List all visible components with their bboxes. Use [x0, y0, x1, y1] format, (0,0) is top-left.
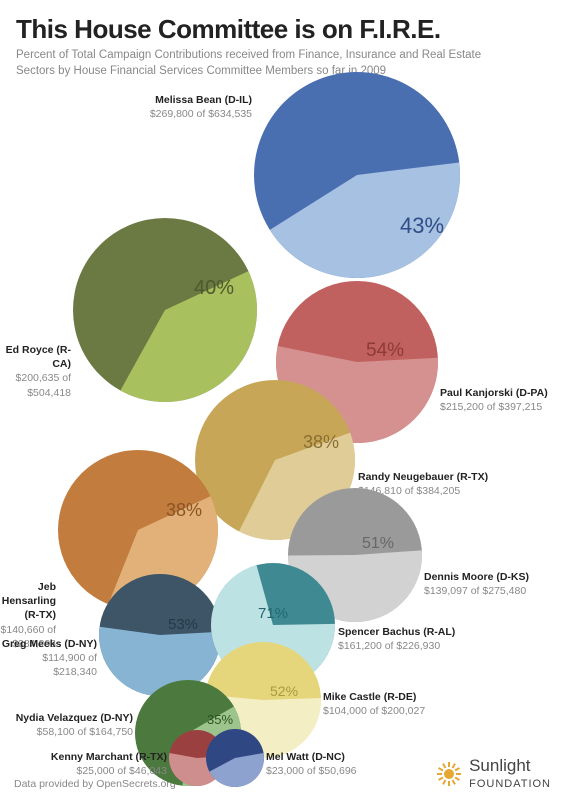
label-kanjorski-amount: $215,200 of $397,215 [440, 400, 548, 414]
pct-label-velazquez: 35% [207, 712, 233, 727]
label-kanjorski-name: Paul Kanjorski (D-PA) [440, 387, 548, 399]
label-marchant-name: Kenny Marchant (R-TX) [51, 751, 167, 763]
label-bean-amount: $269,800 of $634,535 [150, 107, 252, 121]
label-castle-name: Mike Castle (R-DE) [323, 691, 416, 703]
label-velazquez-name: Nydia Velazquez (D-NY) [16, 712, 133, 724]
label-bachus-name: Spencer Bachus (R-AL) [338, 626, 455, 638]
page-title: This House Committee is on F.I.R.E. [16, 14, 441, 45]
label-watt-name: Mel Watt (D-NC) [266, 751, 345, 763]
pct-label-neugebauer: 38% [303, 432, 339, 453]
pct-label-hensarling: 38% [166, 500, 202, 521]
label-bean: Melissa Bean (D-IL)$269,800 of $634,535 [150, 93, 252, 121]
label-meeks-name: Greg Meeks (D-NY) [2, 638, 97, 650]
pct-label-moore: 51% [362, 535, 394, 553]
label-watt-amount: $23,000 of $50,696 [266, 764, 357, 778]
label-moore: Dennis Moore (D-KS)$139,097 of $275,480 [424, 570, 529, 598]
label-bachus: Spencer Bachus (R-AL)$161,200 of $226,93… [338, 625, 455, 653]
label-royce-name: Ed Royce (R-CA) [6, 344, 71, 370]
pct-label-royce: 40% [194, 277, 234, 300]
label-hensarling-name: Jeb Hensarling (R-TX) [2, 581, 56, 621]
label-castle-amount: $104,000 of $200,027 [323, 704, 425, 718]
label-meeks-amount: $114,900 of $218,340 [0, 651, 97, 679]
label-kanjorski: Paul Kanjorski (D-PA)$215,200 of $397,21… [440, 386, 548, 414]
label-castle: Mike Castle (R-DE)$104,000 of $200,027 [323, 690, 425, 718]
pie-watt [206, 729, 264, 787]
pct-label-castle: 52% [270, 683, 298, 699]
label-marchant-amount: $25,000 of $46,043 [51, 764, 167, 778]
label-bean-name: Melissa Bean (D-IL) [155, 94, 252, 106]
label-marchant: Kenny Marchant (R-TX)$25,000 of $46,043 [51, 750, 167, 778]
label-moore-name: Dennis Moore (D-KS) [424, 571, 529, 583]
brand: SunlightFOUNDATION [435, 758, 551, 790]
pie-royce [73, 218, 257, 402]
label-velazquez: Nydia Velazquez (D-NY)$58,100 of $164,75… [16, 711, 133, 739]
brand-text: SunlightFOUNDATION [469, 758, 551, 790]
pct-label-meeks: 53% [168, 616, 198, 633]
label-moore-amount: $139,097 of $275,480 [424, 584, 529, 598]
label-royce: Ed Royce (R-CA)$200,635 of $504,418 [0, 343, 71, 400]
pct-label-bean: 43% [400, 213, 444, 239]
pie-bean [254, 72, 460, 278]
sun-icon [435, 760, 463, 788]
label-bachus-amount: $161,200 of $226,930 [338, 639, 455, 653]
label-royce-amount: $200,635 of $504,418 [0, 371, 71, 399]
label-watt: Mel Watt (D-NC)$23,000 of $50,696 [266, 750, 357, 778]
label-meeks: Greg Meeks (D-NY)$114,900 of $218,340 [0, 637, 97, 680]
label-velazquez-amount: $58,100 of $164,750 [16, 725, 133, 739]
pct-label-bachus: 71% [258, 605, 288, 622]
pct-label-kanjorski: 54% [366, 340, 404, 362]
label-neugebauer-name: Randy Neugebauer (R-TX) [358, 471, 488, 483]
pie-meeks [99, 574, 221, 696]
